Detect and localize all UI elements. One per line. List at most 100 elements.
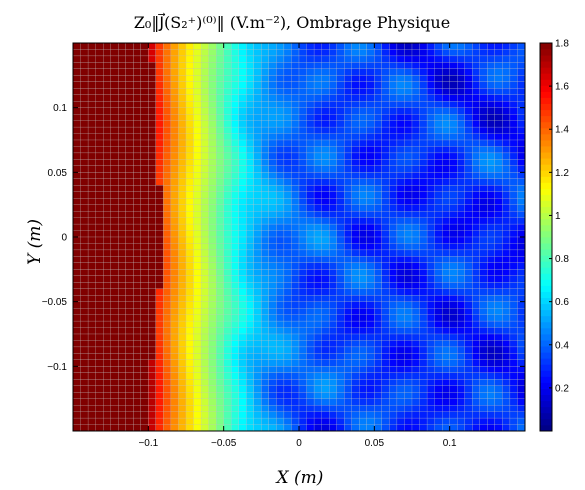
heatmap-cell [185,42,194,50]
heatmap-cell [87,256,96,264]
heatmap-cell [95,49,104,57]
heatmap-cell [216,405,224,412]
heatmap-cell [321,165,330,173]
colorbar-swatch [540,243,552,250]
heatmap-cell [193,191,202,199]
heatmap-cell [472,269,480,276]
heatmap-cell [148,178,157,186]
heatmap-cell [321,256,330,264]
heatmap-cell [434,405,443,412]
heatmap-cell [231,165,239,173]
heatmap-cell [246,398,254,406]
heatmap-cell [344,327,352,335]
heatmap-cell [87,379,96,386]
heatmap-cell [336,379,345,386]
heatmap-cell [464,333,473,341]
heatmap-cell [80,62,89,70]
heatmap-cell [163,204,172,212]
heatmap-cell [472,185,480,192]
heatmap-cell [381,49,390,57]
heatmap-cell [216,114,224,121]
heatmap-cell [509,405,518,412]
heatmap-cell [155,282,164,289]
heatmap-cell [103,191,111,199]
heatmap-cell [329,75,337,82]
heatmap-cell [185,172,194,179]
heatmap-cell [178,55,187,63]
heatmap-cell [283,204,292,212]
heatmap-cell [276,159,285,167]
heatmap-cell [313,165,322,173]
heatmap-cell [449,120,458,128]
heatmap-cell [344,236,352,244]
heatmap-cell [261,211,270,218]
heatmap-cell [502,172,511,179]
heatmap-cell [223,411,232,419]
heatmap-cell [351,120,360,128]
colorbar-swatch [540,73,552,80]
heatmap-cell [374,178,383,186]
heatmap-cell [253,204,262,212]
heatmap-cell [103,217,111,225]
heatmap-cell [133,126,141,134]
heatmap-cell [313,295,322,302]
heatmap-cell [80,223,89,231]
heatmap-cell [72,308,81,315]
heatmap-cell [494,204,503,212]
heatmap-cell [434,366,443,373]
heatmap-cell [291,49,300,57]
heatmap-cell [366,295,375,302]
heatmap-cell [321,385,330,393]
heatmap-cell [464,159,473,167]
heatmap-cell [148,75,157,82]
heatmap-cell [329,359,337,367]
heatmap-cell [298,392,307,399]
heatmap-cell [193,172,202,179]
heatmap-cell [434,191,443,199]
heatmap-cell [494,314,503,322]
heatmap-cell [291,55,300,63]
heatmap-cell [178,211,187,218]
heatmap-cell [321,139,330,147]
heatmap-cell [238,424,247,432]
heatmap-cell [442,139,450,147]
heatmap-cell [140,139,149,147]
heatmap-cell [80,327,89,335]
heatmap-cell [276,282,285,289]
heatmap-cell [472,236,480,244]
heatmap-cell [80,333,89,341]
heatmap-cell [464,385,473,393]
heatmap-cell [457,340,465,348]
heatmap-cell [381,191,390,199]
heatmap-cell [411,379,420,386]
heatmap-cell [231,346,239,354]
heatmap-cell [351,165,360,173]
heatmap-cell [231,101,239,108]
heatmap-cell [374,120,383,128]
heatmap-cell [509,411,518,419]
heatmap-cell [223,42,232,50]
heatmap-cell [185,107,194,115]
heatmap-cell [231,204,239,212]
heatmap-cell [125,353,134,361]
heatmap-cell [133,327,141,335]
heatmap-cell [509,308,518,315]
heatmap-cell [411,185,420,192]
heatmap-cell [118,62,126,70]
heatmap-cell [72,101,81,108]
heatmap-cell [163,392,172,399]
heatmap-cell [268,81,277,89]
heatmap-cell [381,159,390,167]
heatmap-cell [185,295,194,302]
heatmap-cell [464,42,473,50]
heatmap-cell [313,359,322,367]
heatmap-cell [487,249,496,257]
heatmap-cell [449,68,458,76]
heatmap-cell [479,217,488,225]
heatmap-cell [80,392,89,399]
heatmap-cell [494,198,503,205]
heatmap-cell [178,107,187,115]
heatmap-cell [253,346,262,354]
heatmap-cell [80,424,89,432]
heatmap-cell [494,417,503,425]
